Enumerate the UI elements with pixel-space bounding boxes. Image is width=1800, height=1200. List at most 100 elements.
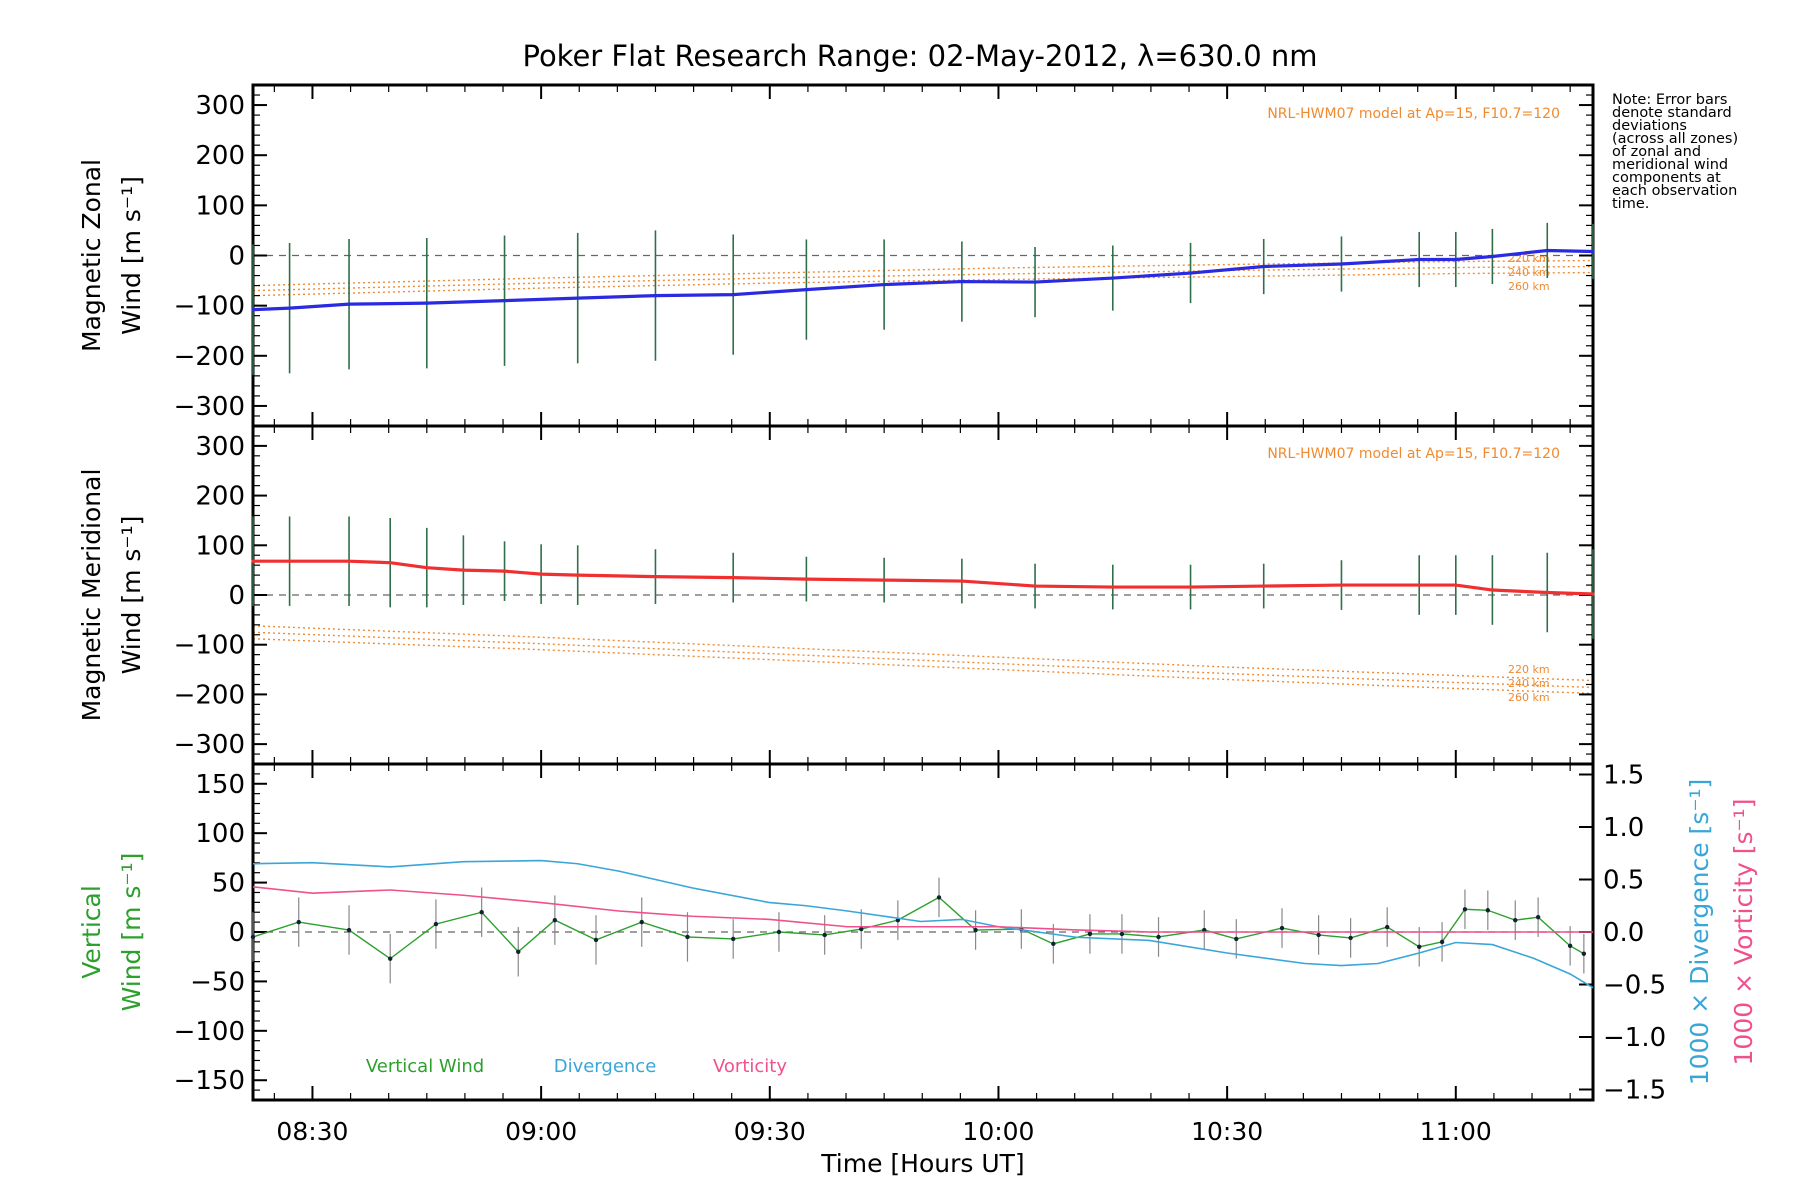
data-point: [388, 561, 392, 565]
data-point: [296, 919, 301, 925]
data-point: [347, 302, 351, 306]
legend-entry: Divergence: [554, 1056, 657, 1077]
data-point: [1051, 941, 1056, 947]
model-curve-label: 240 km: [1508, 266, 1550, 279]
model-curve: [252, 625, 1594, 682]
data-point: [1188, 585, 1193, 589]
y2-tick-label: −1.5: [1603, 1076, 1666, 1106]
data-point: [1262, 584, 1266, 588]
model-curve: [252, 259, 1594, 287]
y-tick-label: 300: [195, 91, 245, 121]
series-line: [252, 896, 1585, 960]
y2-tick-label: 0.0: [1603, 918, 1644, 948]
y-axis-label: Magnetic Meridional: [77, 469, 106, 722]
data-point: [1339, 262, 1344, 266]
data-point: [250, 934, 256, 940]
data-point: [1316, 932, 1321, 938]
data-point: [516, 949, 521, 954]
y-tick-label: −300: [174, 730, 245, 760]
data-point: [433, 921, 439, 927]
data-point: [576, 573, 580, 577]
data-point: [346, 927, 352, 933]
y-tick-label: −100: [174, 1017, 245, 1047]
data-point: [593, 937, 599, 943]
vertical-panel: −150 −100 −50 0 50 100 150 Vertical Wind [m s⁻¹]…: [77, 761, 1758, 1179]
model-curve-label: 260 km: [1508, 280, 1550, 293]
data-point: [1156, 934, 1161, 940]
data-point: [287, 306, 292, 310]
data-point: [1439, 939, 1445, 945]
note-line: meridional wind: [1612, 157, 1729, 173]
data-point: [882, 578, 886, 582]
data-point: [1417, 257, 1421, 262]
y-axis-label: Vertical: [77, 885, 106, 979]
data-point: [552, 917, 558, 923]
data-point: [251, 308, 255, 312]
data-point: [1417, 583, 1421, 587]
model-label: NRL-HWM07 model at Ap=15, F10.7=120: [1267, 106, 1560, 122]
data-point: [1384, 924, 1390, 930]
data-point: [1535, 914, 1541, 920]
data-point: [1490, 254, 1494, 259]
y-tick-label: −100: [174, 292, 245, 322]
series-line-divergence: [252, 859, 1594, 989]
model-curve-label: 220 km: [1508, 663, 1550, 676]
data-point: [1087, 931, 1093, 937]
y-axis-label: Wind [m s⁻¹]: [117, 176, 146, 335]
series-line: [253, 559, 1594, 596]
x-tick-label: 08:30: [276, 1117, 348, 1146]
data-point: [804, 577, 808, 581]
y-tick-label: −150: [174, 1066, 245, 1096]
y-tick-label: −300: [174, 392, 245, 422]
legend-entry: Vorticity: [713, 1056, 787, 1077]
y-tick-label: −100: [174, 631, 245, 661]
note-line: (across all zones): [1612, 131, 1739, 147]
y-axis-label: Wind [m s⁻¹]: [117, 516, 146, 675]
y-axis-label: Wind [m s⁻¹]: [117, 853, 146, 1012]
y2-tick-label: 1.5: [1603, 761, 1644, 791]
y2-tick-label: −1.0: [1603, 1023, 1666, 1053]
data-point: [1462, 907, 1468, 912]
x-tick-label: 09:30: [734, 1117, 806, 1146]
data-point: [685, 934, 690, 940]
data-point: [1485, 908, 1491, 913]
data-point: [539, 572, 543, 576]
data-point: [731, 576, 735, 580]
y-tick-label: 0: [228, 581, 245, 611]
data-point: [1567, 943, 1573, 949]
data-point: [804, 288, 808, 292]
y-tick-label: 150: [195, 770, 245, 800]
data-point: [1119, 931, 1125, 937]
y-tick-label: 50: [212, 869, 245, 899]
data-point: [1545, 590, 1549, 595]
model-curve: [252, 271, 1594, 297]
data-point: [653, 575, 658, 579]
note-line: denote standard: [1612, 105, 1732, 121]
data-point: [1033, 280, 1037, 284]
legend-entry: Vertical Wind: [366, 1056, 484, 1077]
y2-tick-label: 0.5: [1603, 866, 1644, 896]
data-point: [1581, 951, 1587, 956]
x-tick-label: 09:00: [505, 1117, 577, 1146]
data-point: [1513, 917, 1518, 923]
data-point: [461, 568, 465, 572]
y2-tick-label: −0.5: [1603, 971, 1666, 1001]
note-line: of zonal and: [1612, 144, 1702, 160]
y-tick-label: 300: [195, 432, 245, 462]
model-curve: [252, 265, 1594, 292]
data-point: [347, 559, 351, 563]
data-point: [425, 566, 429, 570]
model-curve: [252, 638, 1594, 695]
note-line: deviations: [1612, 118, 1687, 134]
data-point: [1454, 583, 1458, 587]
data-point: [731, 936, 736, 942]
data-point: [960, 279, 964, 284]
data-point: [287, 559, 292, 563]
y-tick-label: 100: [195, 819, 245, 849]
model-curve-label: 260 km: [1508, 691, 1550, 704]
data-point: [1591, 592, 1595, 596]
data-point: [502, 299, 507, 303]
y-tick-label: 100: [195, 191, 245, 221]
data-point: [1202, 927, 1207, 933]
